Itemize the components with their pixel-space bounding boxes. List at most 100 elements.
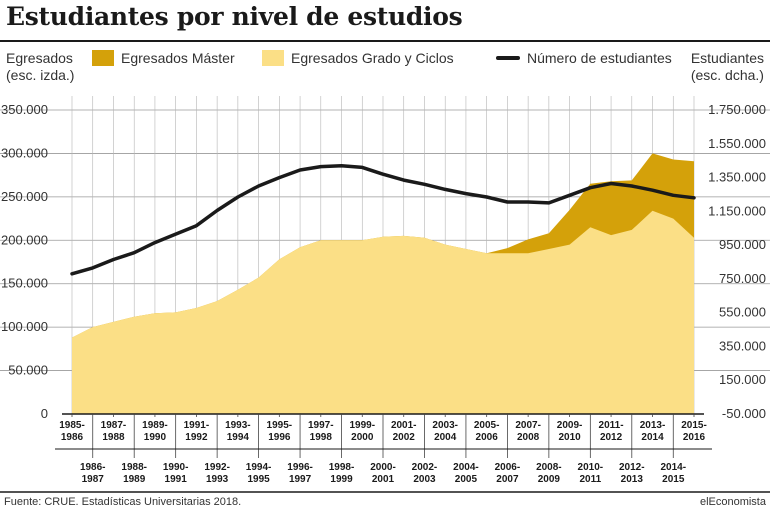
x-tick-label: 1995- xyxy=(267,420,293,431)
chart-title: Estudiantes por nivel de estudios xyxy=(6,2,463,31)
x-tick-label: 2009- xyxy=(557,420,583,431)
x-tick-label: 1991- xyxy=(184,420,210,431)
x-tick-label: 1998- xyxy=(329,462,355,473)
x-tick-label: 1990 xyxy=(144,432,167,443)
right-tick-label: 150.000 xyxy=(719,372,766,387)
legend-swatch-master xyxy=(92,50,114,66)
x-tick-label: 2012 xyxy=(600,432,623,443)
x-tick-label: 1996- xyxy=(287,462,313,473)
x-tick-label: 2004 xyxy=(434,432,457,443)
x-tick-label: 1999 xyxy=(330,474,353,485)
right-tick-label: 950.000 xyxy=(719,237,766,252)
x-tick-label: 1986- xyxy=(80,462,106,473)
left-tick-label: 100.000 xyxy=(1,319,48,334)
x-tick-label: 2000 xyxy=(351,432,374,443)
x-tick-label: 2011- xyxy=(599,420,624,431)
x-tick-label: 2013 xyxy=(621,474,644,485)
x-tick-label: 1997- xyxy=(308,420,334,431)
area-egresados-grado xyxy=(72,210,694,414)
legend-label-students: Número de estudiantes xyxy=(527,50,672,66)
legend-label-grado: Egresados Grado y Ciclos xyxy=(291,50,454,66)
x-tick-label: 1986 xyxy=(61,432,84,443)
right-tick-label: 550.000 xyxy=(719,305,766,320)
area-layer xyxy=(72,153,694,414)
right-tick-label: 750.000 xyxy=(719,271,766,286)
x-tick-label: 2002- xyxy=(412,462,438,473)
axis-layer xyxy=(0,413,770,493)
x-tick-label: 1985- xyxy=(59,420,85,431)
x-tick-label: 1992- xyxy=(204,462,230,473)
x-tick-label: 2015 xyxy=(662,474,685,485)
x-tick-label: 1987- xyxy=(101,420,127,431)
x-tick-label: 2014- xyxy=(660,462,686,473)
title-rule xyxy=(0,40,770,42)
x-tick-label: 2009 xyxy=(538,474,561,485)
x-tick-label: 1991 xyxy=(165,474,188,485)
left-tick-label: 200.000 xyxy=(1,232,48,247)
x-tick-label: 2014 xyxy=(641,432,664,443)
right-tick-label: -50.000 xyxy=(722,406,766,421)
x-tick-label: 1993- xyxy=(225,420,251,431)
legend-label-master: Egresados Máster xyxy=(121,50,235,66)
left-tick-label: 300.000 xyxy=(1,145,48,160)
left-tick-label: 50.000 xyxy=(8,363,48,378)
x-tick-label: 2004- xyxy=(453,462,479,473)
x-tick-label: 1990- xyxy=(163,462,189,473)
left-tick-label: 350.000 xyxy=(1,102,48,117)
x-tick-label: 1989 xyxy=(123,474,146,485)
x-tick-label: 1996 xyxy=(268,432,291,443)
left-tick-label: 150.000 xyxy=(1,276,48,291)
x-tick-label: 2003 xyxy=(413,474,436,485)
x-tick-label: 1988- xyxy=(121,462,147,473)
x-tick-label: 2006- xyxy=(495,462,521,473)
x-tick-label: 1997 xyxy=(289,474,312,485)
legend-item-students: Número de estudiantes xyxy=(496,50,672,66)
tick-layer: 0 50.000 100.000 150.000 200.000 250.000 300.0… xyxy=(1,102,766,485)
x-tick-label: 2006 xyxy=(476,432,499,443)
right-tick-label: 1.350.000 xyxy=(708,170,766,185)
right-axis-caption: Estudiantes (esc. dcha.) xyxy=(691,50,764,84)
right-axis-caption-line1: Estudiantes xyxy=(690,50,764,66)
line-numero-estudiantes xyxy=(70,163,696,276)
x-tick-label: 1988 xyxy=(102,432,125,443)
x-tick-label: 2001 xyxy=(372,474,395,485)
right-tick-label: 1.750.000 xyxy=(708,102,766,117)
x-tick-label: 2008 xyxy=(517,432,540,443)
legend-line-students xyxy=(496,56,520,60)
right-axis-caption-line2: (esc. dcha.) xyxy=(690,67,764,83)
x-tick-label: 2003- xyxy=(432,420,458,431)
x-tick-label: 1999- xyxy=(349,420,375,431)
brand-label: elEconomista xyxy=(699,496,766,508)
source-note: Fuente: CRUE. Estadísticas Universitaria… xyxy=(4,496,242,508)
x-tick-label: 2008- xyxy=(536,462,562,473)
legend-swatch-grado xyxy=(262,50,284,66)
x-tick-label: 2005 xyxy=(455,474,478,485)
x-tick-label: 1989- xyxy=(142,420,168,431)
x-tick-label: 2013- xyxy=(640,420,666,431)
x-tick-label: 2002 xyxy=(393,432,416,443)
x-tick-label: 2011 xyxy=(579,474,601,485)
x-tick-label: 2007 xyxy=(496,474,519,485)
legend-item-master: Egresados Máster xyxy=(92,50,235,66)
x-tick-label: 2000- xyxy=(370,462,396,473)
x-tick-label: 1994- xyxy=(246,462,272,473)
line-layer xyxy=(70,163,696,276)
x-tick-label: 1998 xyxy=(310,432,333,443)
right-tick-label: 1.150.000 xyxy=(708,203,766,218)
x-tick-label: 2016 xyxy=(683,432,706,443)
x-tick-label: 2007- xyxy=(515,420,541,431)
x-tick-label: 1987 xyxy=(82,474,105,485)
legend-item-grado: Egresados Grado y Ciclos xyxy=(262,50,454,66)
x-tick-label: 1995 xyxy=(247,474,270,485)
x-tick-label: 2010- xyxy=(578,462,604,473)
left-tick-label: 0 xyxy=(41,406,48,421)
chart-plot: 0 50.000 100.000 150.000 200.000 250.000 300.0… xyxy=(0,96,770,493)
x-tick-label: 2005- xyxy=(474,420,500,431)
left-tick-label: 250.000 xyxy=(1,189,48,204)
x-tick-label: 1992 xyxy=(185,432,208,443)
left-axis-caption: Egresados (esc. izda.) xyxy=(6,50,74,84)
x-tick-label: 2001- xyxy=(391,420,417,431)
x-tick-label: 2015- xyxy=(681,420,707,431)
x-tick-label: 2010 xyxy=(558,432,581,443)
left-axis-caption-line2: (esc. izda.) xyxy=(6,67,75,83)
